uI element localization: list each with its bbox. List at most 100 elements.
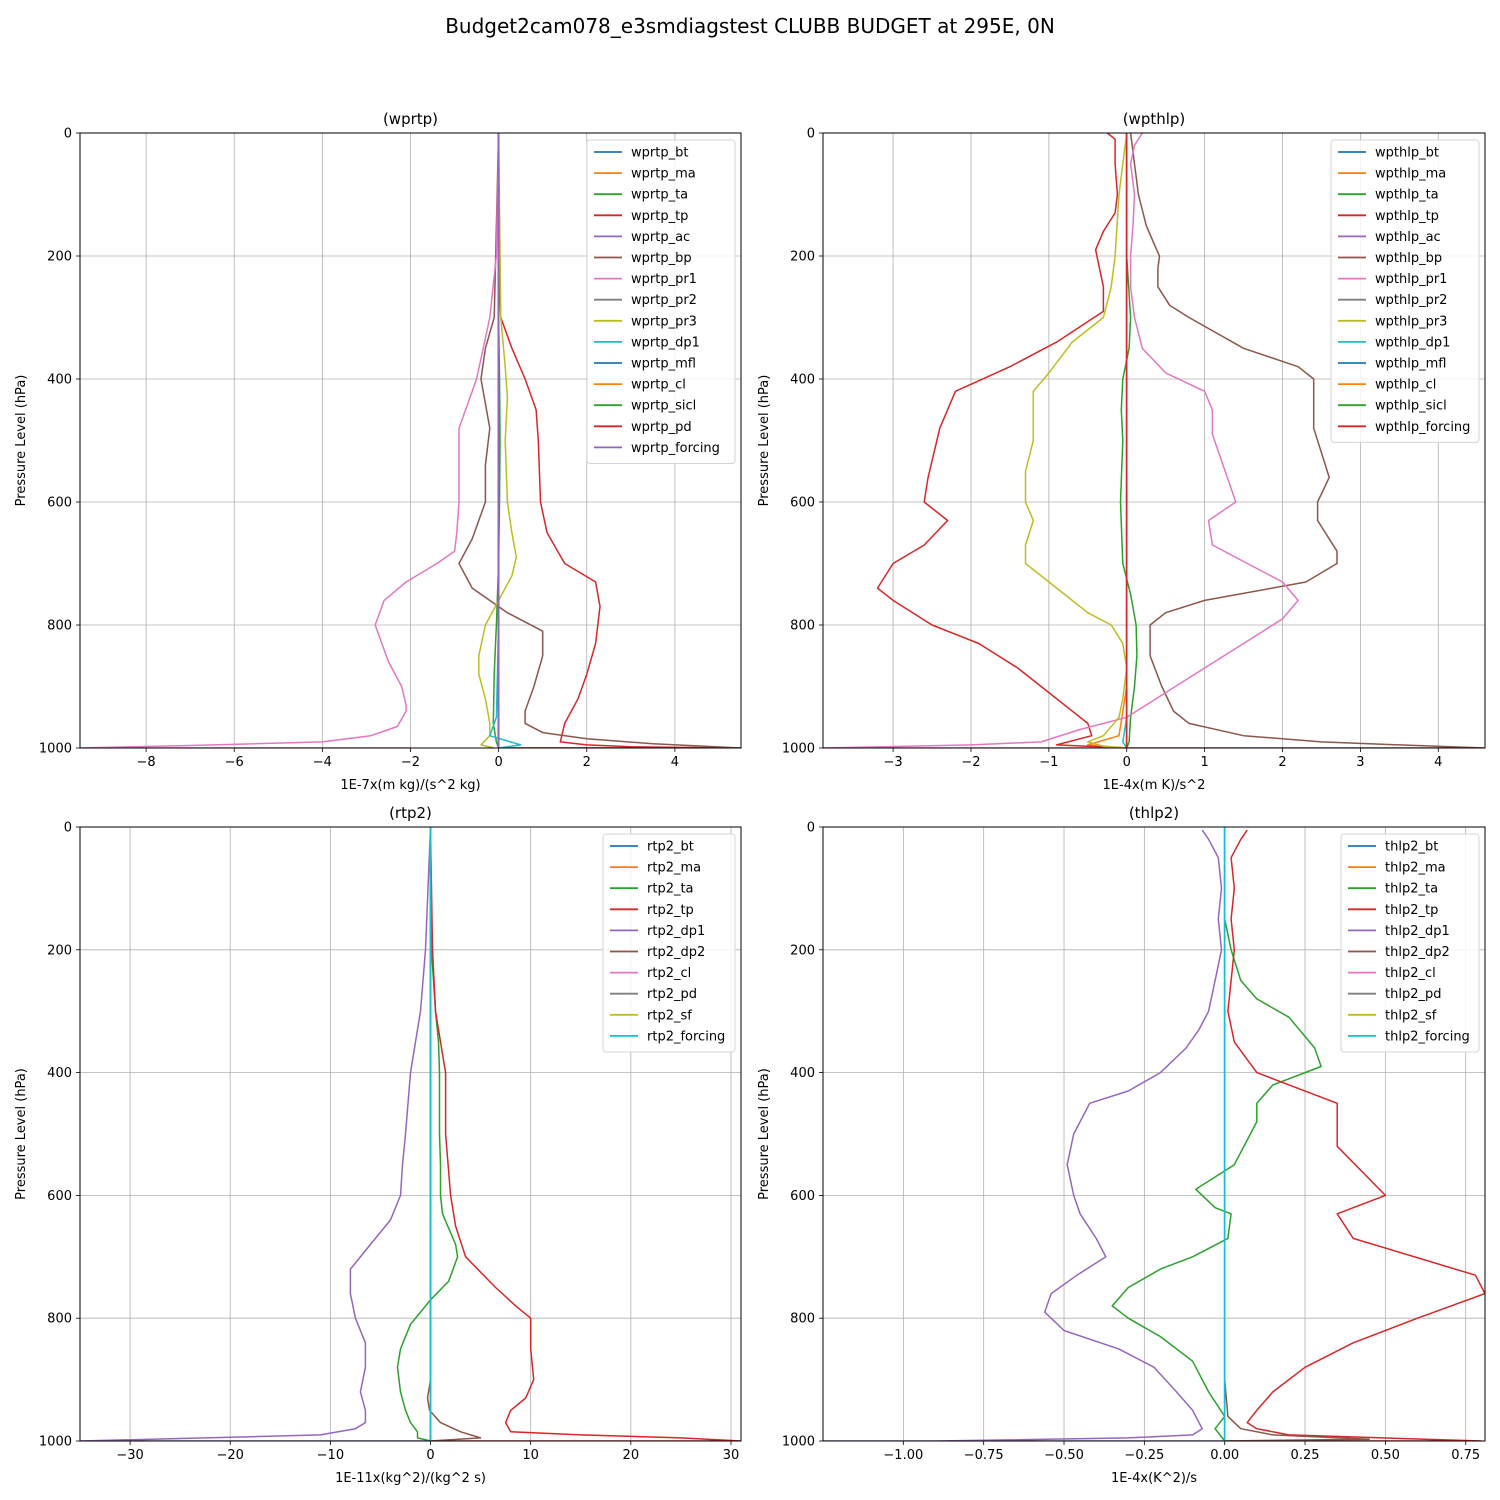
x-tick-label: 0 <box>426 1448 434 1463</box>
subplot-title: (wprtp) <box>383 110 438 128</box>
legend-label: thlp2_cl <box>1385 966 1436 981</box>
series-line-wprtp_pr3 <box>478 133 518 748</box>
legend-label: thlp2_dp2 <box>1385 945 1450 960</box>
x-tick-label: −1.00 <box>883 1448 923 1463</box>
legend: wpthlp_bt wpthlp_ma wpthlp_ta wpthlp_tpwpth… <box>1330 139 1480 443</box>
x-tick-label: 10 <box>522 1448 539 1463</box>
axes-frame <box>822 132 1486 749</box>
legend-label: wpthlp_pr2 <box>1375 293 1447 308</box>
legend-label: thlp2_ta <box>1385 882 1438 897</box>
legend-label: rtp2_cl <box>647 966 691 981</box>
y-tick-label: 1000 <box>782 742 815 757</box>
x-axis-label: 1E-11x(kg^2)/(kg^2 s) <box>335 1471 486 1486</box>
x-axis-label: 1E-7x(m kg)/(s^2 kg) <box>340 778 480 793</box>
x-tick-label: −3 <box>884 755 903 770</box>
legend-label: wprtp_pr1 <box>631 272 697 287</box>
series-line-rtp2_ta <box>396 827 459 1441</box>
figure-suptitle: Budget2cam078_e3smdiagstest CLUBB BUDGET… <box>445 14 1055 38</box>
series-line-wprtp_pr1 <box>80 133 500 748</box>
legend-label: wpthlp_sicl <box>1375 399 1447 414</box>
axes-frame <box>822 826 1486 1442</box>
y-tick-label: 200 <box>790 943 815 958</box>
x-tick-label: 30 <box>723 1448 740 1463</box>
y-tick-label: 800 <box>790 619 815 634</box>
y-tick-label: 0 <box>64 821 72 836</box>
legend-box <box>1330 139 1480 443</box>
x-tick-label: 3 <box>1356 755 1364 770</box>
legend: rtp2_bt rtp2_ma rtp2_ta rtp2_tp rtp2_dp1 rtp2… <box>602 833 736 1053</box>
legend-label: wprtp_pd <box>631 420 692 435</box>
y-axis-label: Pressure Level (hPa) <box>14 1068 29 1200</box>
x-tick-label: −0.50 <box>1044 1448 1084 1463</box>
legend-label: wprtp_pr2 <box>631 293 697 308</box>
x-tick-label: −4 <box>313 755 332 770</box>
legend-label: rtp2_bt <box>647 840 694 855</box>
legend-label: thlp2_ma <box>1385 861 1446 876</box>
x-tick-label: 0.75 <box>1451 1448 1480 1463</box>
x-tick-label: 1 <box>1200 755 1208 770</box>
y-tick-label: 0 <box>64 127 72 142</box>
series-line-rtp2_tp <box>429 827 741 1441</box>
legend: wprtp_bt wprtp_ma wprtp_ta wprtp_tp wprtp_ac… <box>586 139 736 464</box>
x-tick-label: −1 <box>1039 755 1058 770</box>
legend-label: thlp2_bt <box>1385 840 1438 855</box>
y-tick-label: 600 <box>790 1189 815 1204</box>
subplot-2: −3 −2 −1 0 1 2 3 4 0 200 400 600 800 1000 (wpthlp) 1E-4… <box>757 110 1486 793</box>
series-line-wpthlp_ta <box>1119 133 1138 748</box>
y-tick-label: 0 <box>807 127 815 142</box>
x-tick-label: −30 <box>116 1448 143 1463</box>
x-tick-label: 4 <box>671 755 679 770</box>
legend-label: rtp2_forcing <box>647 1029 725 1044</box>
y-tick-label: 1000 <box>39 742 72 757</box>
legend-label: wpthlp_ac <box>1375 230 1441 245</box>
y-tick-label: 800 <box>47 1312 72 1327</box>
subplot-title: (rtp2) <box>389 804 432 822</box>
subplot-4: −1.00 −0.75 −0.50 −0.25 0.00 0.25 0.50 0.75 0 200… <box>757 804 1486 1486</box>
legend-label: wprtp_pr3 <box>631 314 697 329</box>
legend-label: rtp2_dp2 <box>647 945 705 960</box>
legend-label: thlp2_dp1 <box>1385 924 1450 939</box>
series-line-thlp2_dp1 <box>823 829 1225 1441</box>
x-tick-label: −10 <box>317 1448 344 1463</box>
legend-label: rtp2_sf <box>647 1008 692 1023</box>
x-axis-label: 1E-4x(m K)/s^2 <box>1103 778 1206 793</box>
legend-label: wpthlp_cl <box>1375 378 1436 393</box>
series-line-wprtp_bp <box>458 133 741 748</box>
y-tick-label: 400 <box>790 1066 815 1081</box>
axes-frame <box>79 826 742 1442</box>
series-line-thlp2_tp <box>1224 829 1485 1441</box>
y-tick-label: 800 <box>47 619 72 634</box>
x-tick-label: −0.75 <box>964 1448 1004 1463</box>
y-tick-label: 400 <box>790 373 815 388</box>
series-line-wpthlp_pr3 <box>1024 133 1128 748</box>
series-line-wpthlp_pr1 <box>823 133 1299 748</box>
legend-label: rtp2_ma <box>647 861 701 876</box>
series-line-wpthlp_bp <box>1126 133 1485 748</box>
subplot-1: −8 −6 −4 −2 0 2 4 0 200 400 600 800 1000 (wprtp) 1E-7x… <box>14 110 742 793</box>
x-axis-label: 1E-4x(K^2)/s <box>1111 1471 1197 1486</box>
legend-label: rtp2_dp1 <box>647 924 705 939</box>
series-line-wpthlp_tp <box>876 133 1127 748</box>
x-tick-label: 0 <box>1123 755 1131 770</box>
legend-label: rtp2_ta <box>647 882 694 897</box>
y-tick-label: 200 <box>790 250 815 265</box>
legend-label: thlp2_forcing <box>1385 1029 1470 1044</box>
series-line-thlp2_ta <box>1111 827 1322 1441</box>
x-tick-label: −6 <box>225 755 244 770</box>
y-tick-label: 0 <box>807 821 815 836</box>
x-tick-label: 0 <box>494 755 502 770</box>
y-tick-label: 800 <box>790 1312 815 1327</box>
y-tick-label: 600 <box>790 496 815 511</box>
x-tick-label: −0.25 <box>1124 1448 1164 1463</box>
legend-label: wprtp_tp <box>631 209 688 224</box>
legend-label: wprtp_ma <box>631 167 696 182</box>
legend-label: thlp2_pd <box>1385 987 1441 1002</box>
x-tick-label: 0.00 <box>1210 1448 1239 1463</box>
legend-label: wprtp_ta <box>631 188 688 203</box>
legend-label: wprtp_forcing <box>631 441 720 456</box>
legend-label: wpthlp_pr3 <box>1375 314 1447 329</box>
x-tick-label: −2 <box>961 755 980 770</box>
legend-label: wpthlp_bp <box>1375 251 1442 266</box>
series-line-rtp2_dp2 <box>426 827 482 1441</box>
